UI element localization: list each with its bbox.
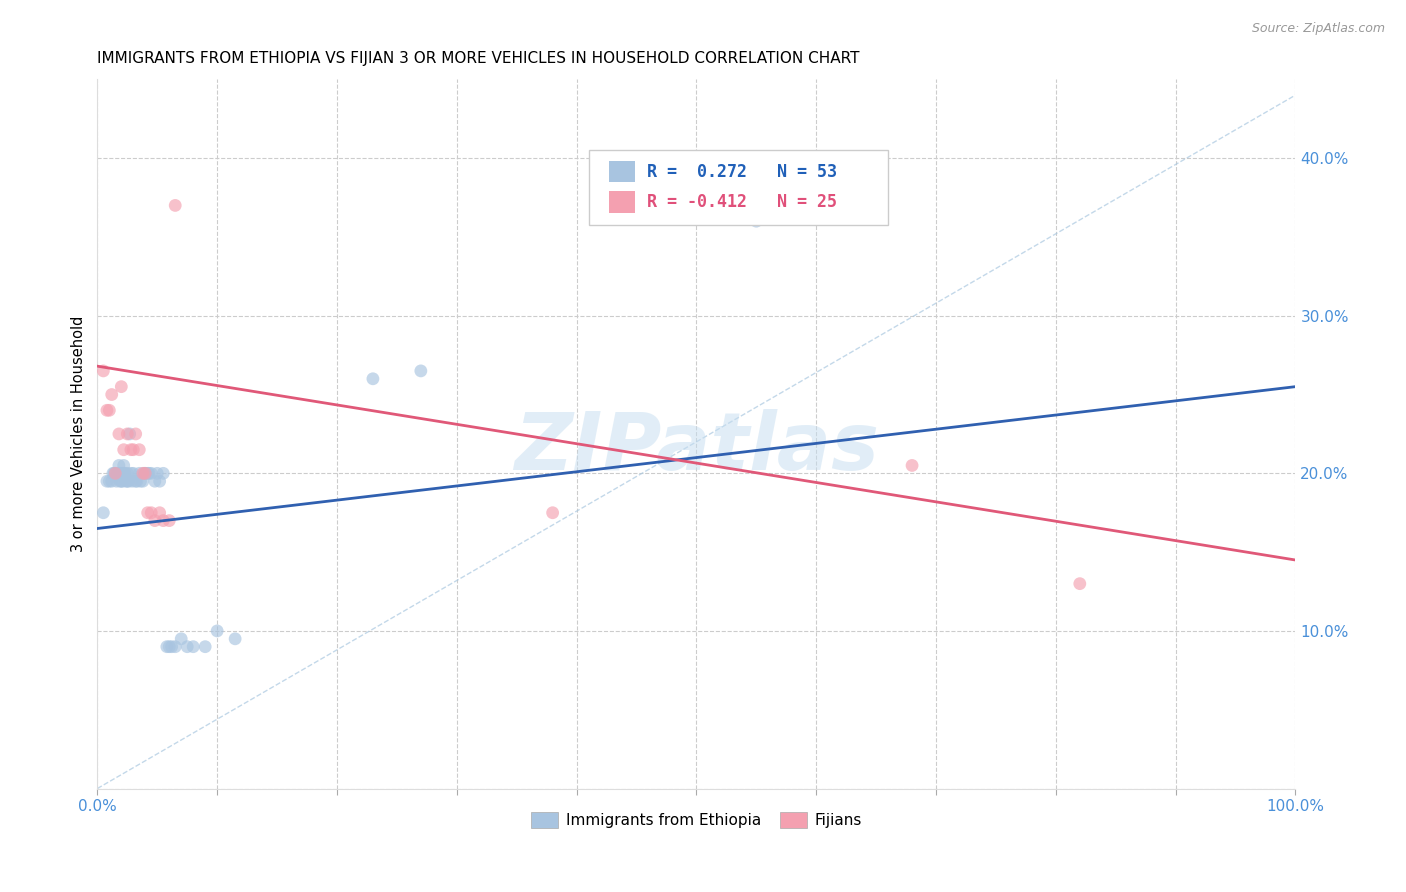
Point <box>901 458 924 473</box>
Point <box>117 474 139 488</box>
Point <box>129 474 152 488</box>
Point <box>165 198 187 212</box>
Point <box>149 474 172 488</box>
Point <box>136 506 159 520</box>
Legend: Immigrants from Ethiopia, Fijians: Immigrants from Ethiopia, Fijians <box>524 805 868 834</box>
Text: R = -0.412   N = 25: R = -0.412 N = 25 <box>647 193 838 211</box>
Point <box>156 640 179 654</box>
Point <box>141 506 163 520</box>
Point <box>409 364 432 378</box>
Point <box>132 474 155 488</box>
Point <box>157 514 180 528</box>
Point <box>108 426 131 441</box>
Point <box>136 467 159 481</box>
Point <box>110 467 132 481</box>
Point <box>112 442 135 457</box>
Text: Source: ZipAtlas.com: Source: ZipAtlas.com <box>1251 22 1385 36</box>
Point <box>107 467 129 481</box>
Point <box>205 624 228 638</box>
Point <box>181 640 204 654</box>
Point <box>93 506 115 520</box>
Point <box>143 514 166 528</box>
Point <box>100 387 122 401</box>
Point <box>134 467 156 481</box>
Point <box>96 474 118 488</box>
Text: ZIPatlas: ZIPatlas <box>515 409 879 487</box>
Point <box>125 474 148 488</box>
Point <box>93 364 115 378</box>
Point <box>165 640 187 654</box>
Point <box>132 467 155 481</box>
Point <box>104 467 127 481</box>
Text: R =  0.272   N = 53: R = 0.272 N = 53 <box>647 162 838 180</box>
Point <box>104 467 127 481</box>
Point <box>120 467 142 481</box>
Point <box>105 474 128 488</box>
Point <box>111 474 134 488</box>
Point <box>112 458 135 473</box>
Point <box>117 467 139 481</box>
Point <box>118 426 141 441</box>
Point <box>160 640 183 654</box>
Point <box>122 467 145 481</box>
Point <box>128 442 150 457</box>
Point <box>132 467 155 481</box>
Point <box>361 372 384 386</box>
Point <box>101 467 124 481</box>
Point <box>224 632 246 646</box>
Point <box>176 640 198 654</box>
Point <box>100 474 122 488</box>
Point <box>122 442 145 457</box>
Point <box>1069 576 1091 591</box>
Point <box>170 632 193 646</box>
Point <box>149 506 172 520</box>
Point <box>112 467 135 481</box>
Point <box>125 474 148 488</box>
Point <box>138 467 160 481</box>
Point <box>745 214 768 228</box>
Point <box>194 640 217 654</box>
Point <box>110 474 132 488</box>
Point <box>108 458 131 473</box>
Point <box>110 379 132 393</box>
Point <box>125 426 148 441</box>
Point <box>141 467 163 481</box>
Point <box>114 467 136 481</box>
Point <box>98 474 121 488</box>
Point <box>121 474 143 488</box>
Point <box>103 467 125 481</box>
Point <box>152 467 174 481</box>
Text: IMMIGRANTS FROM ETHIOPIA VS FIJIAN 3 OR MORE VEHICLES IN HOUSEHOLD CORRELATION C: IMMIGRANTS FROM ETHIOPIA VS FIJIAN 3 OR … <box>97 51 860 66</box>
Point <box>157 640 180 654</box>
FancyBboxPatch shape <box>589 150 889 225</box>
Point <box>115 474 138 488</box>
Point <box>134 467 156 481</box>
Point <box>117 426 139 441</box>
Point <box>117 474 139 488</box>
Point <box>152 514 174 528</box>
Point <box>96 403 118 417</box>
Y-axis label: 3 or more Vehicles in Household: 3 or more Vehicles in Household <box>72 316 86 552</box>
Bar <box>609 161 636 182</box>
Point <box>98 403 121 417</box>
Point <box>128 467 150 481</box>
Point <box>146 467 169 481</box>
Point <box>108 467 131 481</box>
Point <box>108 474 131 488</box>
Point <box>541 506 564 520</box>
Point <box>120 442 142 457</box>
Point <box>143 474 166 488</box>
Bar <box>609 192 636 212</box>
